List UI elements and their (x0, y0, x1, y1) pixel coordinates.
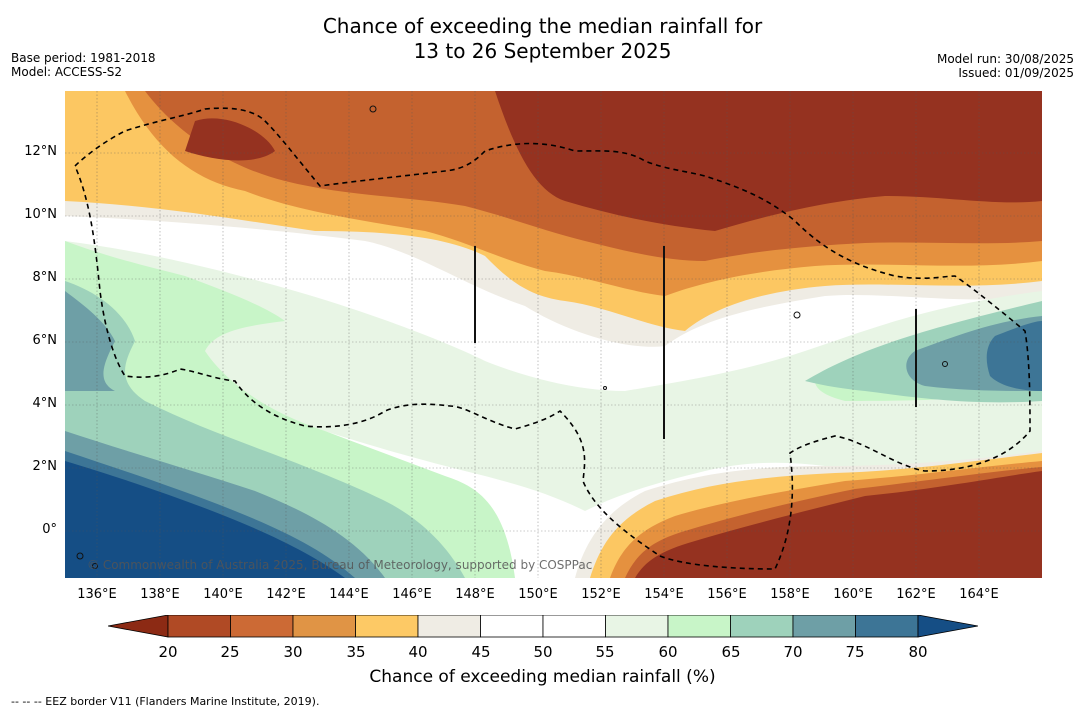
eez-border (74, 107, 1031, 570)
lat-label-10n: 10°N (24, 207, 57, 222)
colorbar-cell (667, 615, 731, 638)
colorbar-tick-25: 25 (220, 643, 240, 661)
lon-label-154e: 154°E (644, 587, 684, 602)
lon-label-144e: 144°E (329, 587, 369, 602)
lon-label-164e: 164°E (959, 587, 999, 602)
colorbar-tick-65: 65 (721, 643, 741, 661)
eez-legend: -- -- -- EEZ border V11 (Flanders Marine… (11, 695, 320, 708)
colorbar-tick-40: 40 (408, 643, 428, 661)
colorbar-tick-70: 70 (783, 643, 803, 661)
title-line-1: Chance of exceeding the median rainfall … (322, 14, 763, 38)
colorbar-tick-60: 60 (658, 643, 678, 661)
issued-date: Issued: 01/09/2025 (958, 66, 1074, 80)
lon-label-152e: 152°E (581, 587, 621, 602)
colorbar-extend-high (917, 615, 978, 638)
colorbar-cell (605, 615, 669, 638)
lon-label-158e: 158°E (770, 587, 810, 602)
lon-label-148e: 148°E (455, 587, 495, 602)
colorbar-tick-20: 20 (158, 643, 178, 661)
colorbar-extend-low (108, 615, 169, 638)
lat-label-8n: 8°N (32, 270, 58, 285)
lon-label-142e: 142°E (266, 587, 306, 602)
rainfall-map[interactable] (65, 91, 1042, 578)
colorbar-tick-75: 75 (845, 643, 865, 661)
meta-right: Model run: 30/08/2025 Issued: 01/09/2025 (937, 52, 1074, 80)
colorbar-title: Chance of exceeding median rainfall (%) (369, 667, 716, 687)
colorbar (108, 615, 978, 638)
colorbar-tick-50: 50 (533, 643, 553, 661)
meta-left: Base period: 1981-2018 Model: ACCESS-S2 (11, 51, 156, 79)
map-title: Chance of exceeding the median rainfall … (0, 14, 1085, 64)
colorbar-cell (417, 615, 481, 638)
colorbar-cell (167, 615, 231, 638)
colorbar-cell (792, 615, 856, 638)
lat-label-12n: 12°N (24, 144, 57, 159)
colorbar-tick-35: 35 (346, 643, 366, 661)
graticule (65, 91, 1042, 578)
region-wet-pale (65, 241, 1042, 511)
colorbar-cell (730, 615, 794, 638)
colorbar-cell (855, 615, 919, 638)
colorbar-tick-80: 80 (908, 643, 928, 661)
base-period: Base period: 1981-2018 (11, 51, 156, 65)
colorbar-cells (108, 615, 978, 638)
lon-label-136e: 136°E (77, 587, 117, 602)
model-name: Model: ACCESS-S2 (11, 65, 123, 79)
colorbar-cell (230, 615, 294, 638)
lon-label-156e: 156°E (707, 587, 747, 602)
colorbar-cell (355, 615, 419, 638)
colorbar-tick-55: 55 (595, 643, 615, 661)
lat-label-2n: 2°N (32, 459, 58, 474)
colorbar-cell (480, 615, 544, 638)
region-dry-deep-north (185, 91, 1042, 231)
boundary-lines (474, 246, 917, 439)
region-wet-mid (65, 281, 1042, 578)
lat-label-0: 0° (42, 522, 57, 537)
lon-label-146e: 146°E (392, 587, 432, 602)
colorbar-tick-45: 45 (471, 643, 491, 661)
region-wet-deep (65, 461, 345, 578)
island-markers (76, 105, 948, 569)
lat-label-6n: 6°N (32, 333, 58, 348)
title-line-2: 13 to 26 September 2025 (413, 39, 672, 63)
lon-label-140e: 140°E (203, 587, 243, 602)
region-dry-deep-southeast (635, 471, 1042, 578)
colorbar-tick-30: 30 (283, 643, 303, 661)
colorbar-cell (292, 615, 356, 638)
lon-label-150e: 150°E (518, 587, 558, 602)
lon-label-162e: 162°E (896, 587, 936, 602)
lon-label-138e: 138°E (140, 587, 180, 602)
lon-label-160e: 160°E (833, 587, 873, 602)
lat-label-4n: 4°N (32, 396, 58, 411)
map-area[interactable] (65, 91, 1042, 578)
model-run: Model run: 30/08/2025 (936, 52, 1074, 66)
colorbar-cell (542, 615, 606, 638)
copyright-notice: © Commonwealth of Australia 2025, Bureau… (87, 558, 593, 572)
